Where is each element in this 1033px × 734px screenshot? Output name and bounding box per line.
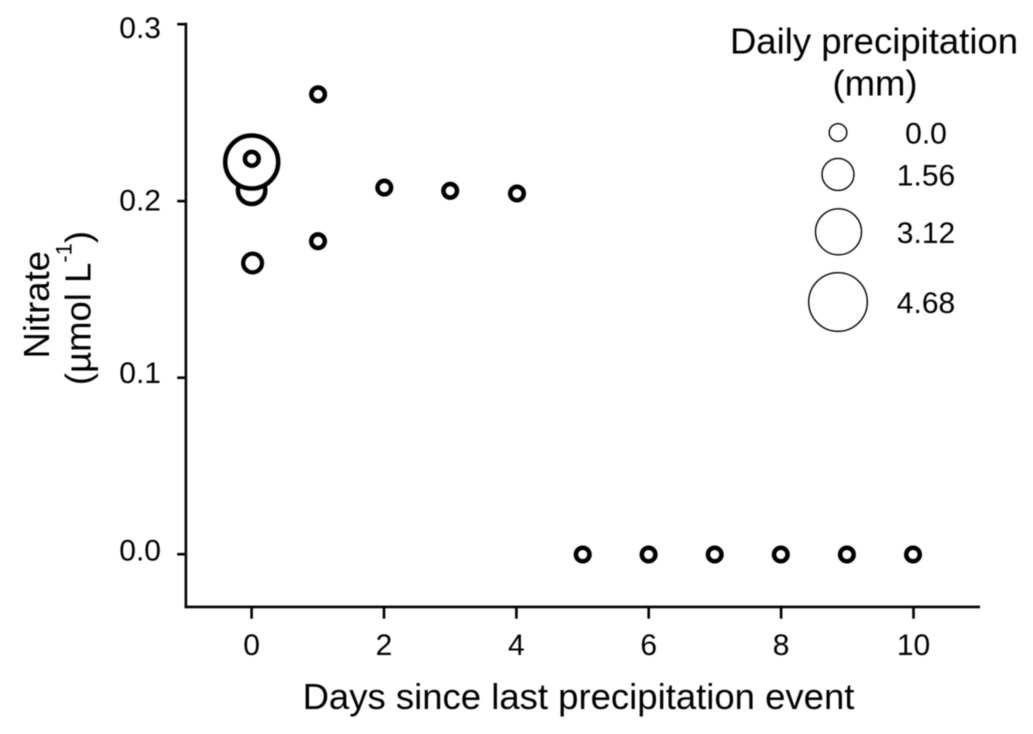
svg-text:4: 4 [508, 629, 525, 662]
svg-text:0: 0 [243, 629, 260, 662]
svg-text:0.0: 0.0 [905, 118, 947, 151]
svg-text:0.3: 0.3 [119, 12, 161, 45]
svg-text:6: 6 [640, 629, 657, 662]
svg-text:4.68: 4.68 [897, 287, 955, 320]
svg-text:8: 8 [773, 629, 790, 662]
svg-text:Nitrate: Nitrate [16, 251, 57, 359]
svg-text:1.56: 1.56 [897, 159, 955, 192]
svg-text:(mm): (mm) [832, 62, 917, 103]
svg-text:2: 2 [376, 629, 393, 662]
svg-text:10: 10 [897, 629, 930, 662]
svg-text:Daily precipitation: Daily precipitation [730, 21, 1018, 62]
svg-text:(µmol L-1): (µmol L-1) [52, 231, 99, 385]
svg-text:Days since last precipitation: Days since last precipitation event [303, 676, 855, 717]
svg-text:0.0: 0.0 [119, 535, 161, 568]
svg-text:3.12: 3.12 [897, 217, 955, 250]
svg-text:0.1: 0.1 [119, 357, 161, 390]
svg-text:0.2: 0.2 [119, 185, 161, 218]
